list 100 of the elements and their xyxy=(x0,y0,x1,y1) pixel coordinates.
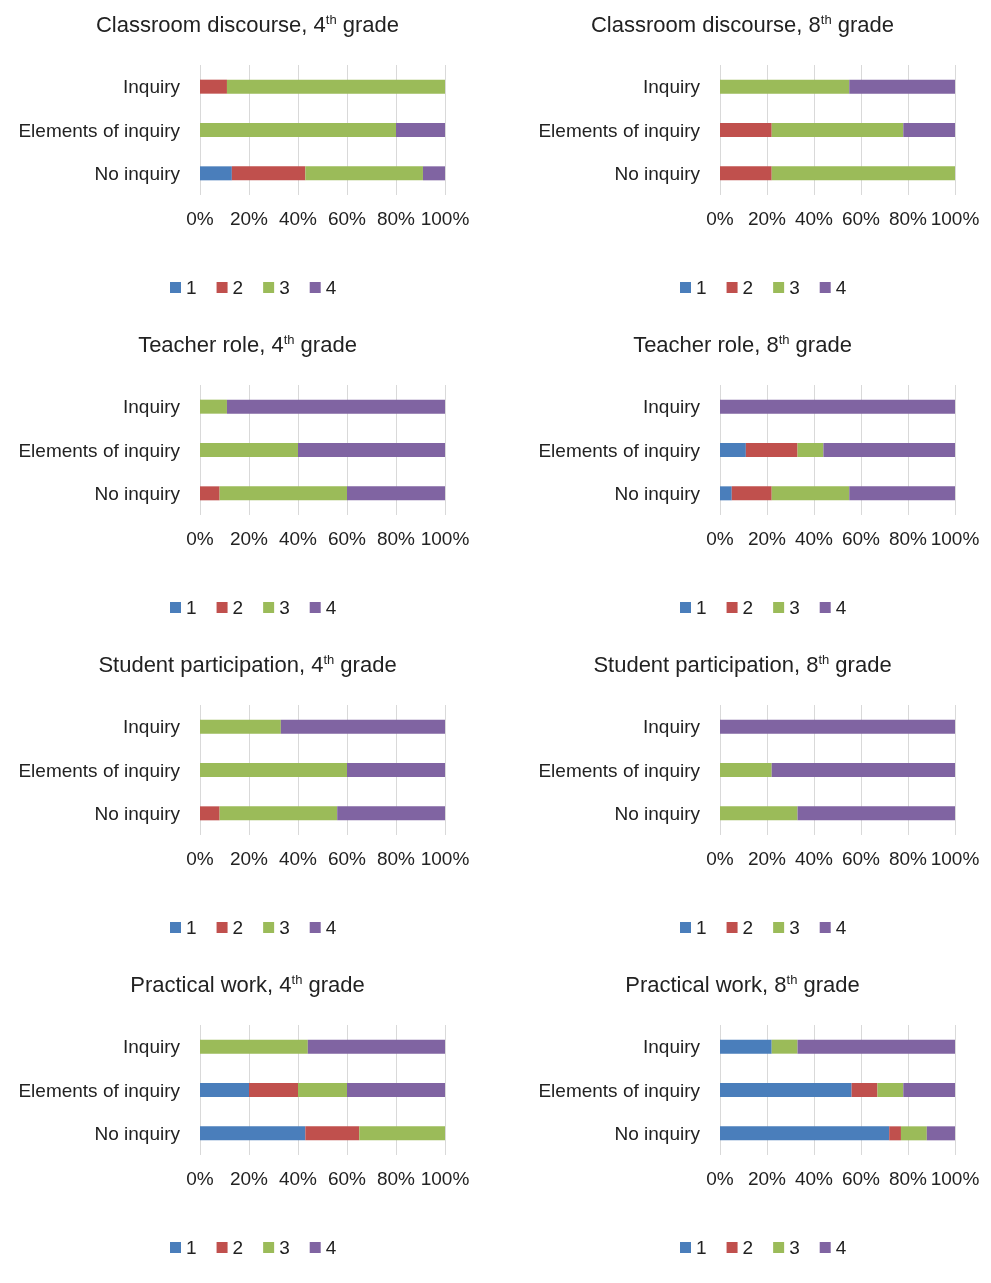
x-tick-label: 100% xyxy=(930,1168,980,1189)
bar xyxy=(849,79,955,94)
bar xyxy=(797,443,824,457)
bar xyxy=(797,806,955,821)
bar xyxy=(200,486,220,501)
x-tick-label: 100% xyxy=(420,848,470,869)
y-tick-label: No inquiry xyxy=(614,802,701,824)
bar xyxy=(200,443,298,457)
y-tick-label: No inquiry xyxy=(94,482,181,504)
x-tick-label: 60% xyxy=(327,528,367,549)
legend-label: 4 xyxy=(835,1237,847,1258)
x-tick-label: 20% xyxy=(747,1168,787,1189)
legend-label: 4 xyxy=(325,1237,337,1258)
x-tick-label: 20% xyxy=(229,1168,269,1189)
x-tick-label: 100% xyxy=(930,528,980,549)
bar xyxy=(298,443,445,457)
y-tick-label: Elements of inquiry xyxy=(18,759,181,781)
y-tick-label: Inquiry xyxy=(122,1036,181,1058)
x-tick-label: 60% xyxy=(841,848,881,869)
bar xyxy=(200,719,281,734)
legend-label: 1 xyxy=(696,597,707,618)
x-tick-label: 40% xyxy=(278,208,318,229)
x-tick-label: 80% xyxy=(888,528,928,549)
x-tick-label: 80% xyxy=(376,848,416,869)
x-tick-label: 100% xyxy=(420,528,470,549)
x-tick-label: 20% xyxy=(747,528,787,549)
x-tick-label: 60% xyxy=(327,208,367,229)
x-tick-label: 60% xyxy=(327,848,367,869)
bar xyxy=(771,1039,798,1054)
x-tick-label: 80% xyxy=(376,208,416,229)
x-tick-label: 100% xyxy=(930,848,980,869)
legend-label: 3 xyxy=(789,917,800,938)
x-tick-label: 20% xyxy=(747,208,787,229)
legend-label: 3 xyxy=(789,277,800,298)
bar xyxy=(720,719,955,734)
bar xyxy=(200,123,396,137)
y-tick-label: Elements of inquiry xyxy=(538,759,701,781)
x-tick-label: 40% xyxy=(794,528,834,549)
x-tick-label: 60% xyxy=(841,1168,881,1189)
bar xyxy=(200,1039,308,1054)
x-tick-label: 20% xyxy=(229,208,269,229)
bar xyxy=(720,123,772,137)
x-tick-label: 40% xyxy=(278,1168,318,1189)
x-tick-label: 80% xyxy=(376,528,416,549)
x-tick-label: 80% xyxy=(888,1168,928,1189)
bar xyxy=(900,1126,927,1141)
legend-label: 1 xyxy=(186,917,197,938)
bar xyxy=(200,1126,306,1141)
bar xyxy=(305,166,423,181)
y-tick-label: No inquiry xyxy=(94,162,181,184)
bar xyxy=(307,1039,445,1054)
bar xyxy=(849,486,955,501)
y-tick-label: Inquiry xyxy=(642,716,701,738)
bar xyxy=(200,166,232,181)
legend-label: 1 xyxy=(186,597,197,618)
legend-label: 2 xyxy=(742,597,754,618)
x-tick-label: 40% xyxy=(794,208,834,229)
x-tick-label: 80% xyxy=(888,208,928,229)
bar xyxy=(219,486,347,501)
bar xyxy=(200,806,220,821)
legend-label: 3 xyxy=(789,1237,800,1258)
x-tick-label: 80% xyxy=(888,848,928,869)
legend-label: 3 xyxy=(279,917,290,938)
legend-label: 2 xyxy=(742,1237,754,1258)
bar xyxy=(298,1083,347,1097)
bar xyxy=(823,443,955,457)
y-tick-label: Elements of inquiry xyxy=(18,119,181,141)
x-tick-label: 80% xyxy=(376,1168,416,1189)
bar xyxy=(396,123,445,137)
bar xyxy=(347,486,445,501)
x-tick-label: 60% xyxy=(327,1168,367,1189)
legend-label: 1 xyxy=(186,1237,197,1258)
x-tick-label: 0% xyxy=(186,848,214,869)
legend-label: 1 xyxy=(696,917,707,938)
bar xyxy=(771,763,955,777)
y-tick-label: Inquiry xyxy=(642,76,701,98)
bar xyxy=(226,79,445,94)
y-tick-label: Inquiry xyxy=(642,396,701,418)
bar xyxy=(200,79,227,94)
bar xyxy=(200,399,227,414)
bar xyxy=(226,399,445,414)
x-tick-label: 0% xyxy=(706,1168,734,1189)
bar xyxy=(280,719,445,734)
bar xyxy=(720,486,732,501)
y-tick-label: No inquiry xyxy=(614,1122,701,1144)
x-tick-label: 60% xyxy=(841,208,881,229)
bar xyxy=(200,1083,249,1097)
bar xyxy=(797,1039,955,1054)
bar xyxy=(771,166,955,181)
bar xyxy=(720,1126,890,1141)
x-tick-label: 40% xyxy=(278,848,318,869)
bar xyxy=(200,763,347,777)
bar xyxy=(337,806,445,821)
legend-label: 1 xyxy=(696,1237,707,1258)
x-tick-label: 20% xyxy=(229,848,269,869)
y-tick-label: Inquiry xyxy=(122,716,181,738)
bar xyxy=(359,1126,445,1141)
x-tick-label: 40% xyxy=(794,1168,834,1189)
bar xyxy=(720,1039,772,1054)
bar xyxy=(249,1083,298,1097)
